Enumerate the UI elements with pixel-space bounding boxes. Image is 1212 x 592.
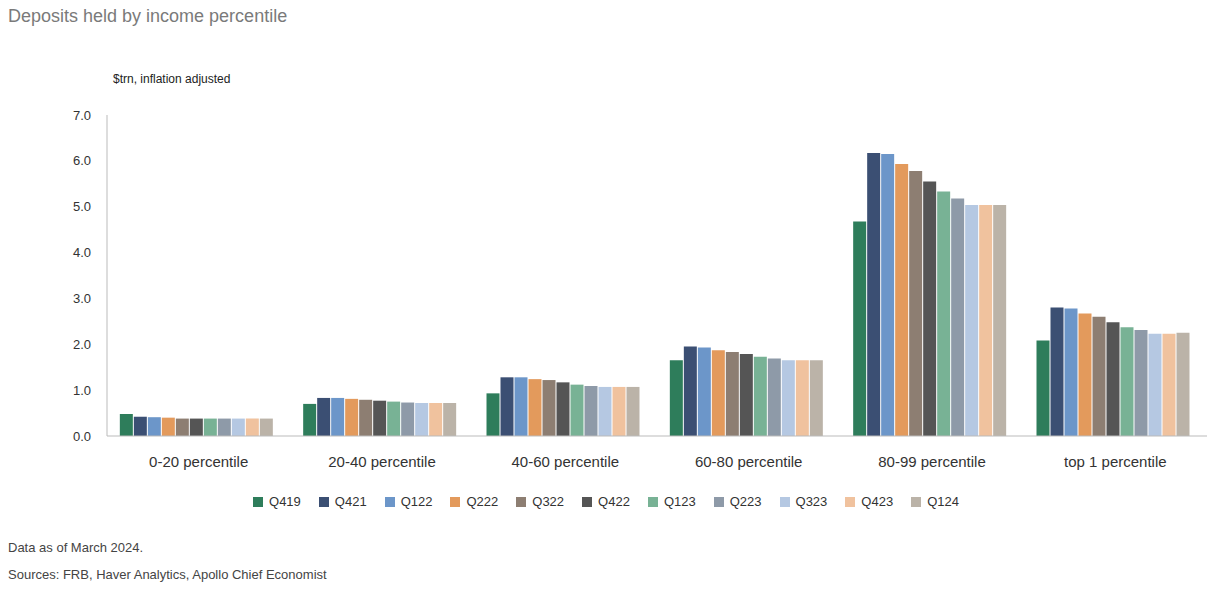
svg-text:80-99 percentile: 80-99 percentile — [878, 453, 986, 470]
svg-text:0-20 percentile: 0-20 percentile — [149, 453, 248, 470]
html-text:Q421: Q421 — [334, 494, 367, 509]
svg-text:4.0: 4.0 — [73, 245, 91, 260]
svg-text:1.0: 1.0 — [73, 383, 91, 398]
svg-text:3.0: 3.0 — [73, 291, 91, 306]
html-text:Q122: Q122 — [400, 494, 433, 509]
html-text:$trn, inflation adjusted: $trn, inflation adjusted — [113, 72, 231, 86]
html-text:Q419: Q419 — [269, 494, 301, 509]
svg-text:0.0: 0.0 — [73, 429, 91, 444]
html-text:Q222: Q222 — [466, 494, 499, 509]
svg-text:40-60 percentile: 40-60 percentile — [512, 453, 620, 470]
svg-text:5.0: 5.0 — [73, 199, 91, 214]
html-text:Deposits held by income percen: Deposits held by income percentile — [8, 6, 288, 26]
html-text:Q123: Q123 — [663, 494, 696, 509]
html-text:Q223: Q223 — [729, 494, 762, 509]
html-text:Q124: Q124 — [927, 494, 959, 509]
svg-text:2.0: 2.0 — [73, 337, 91, 352]
svg-text:20-40 percentile: 20-40 percentile — [328, 453, 436, 470]
html-text:Q322: Q322 — [532, 494, 565, 509]
html-text:Q323: Q323 — [795, 494, 828, 509]
svg-text:7.0: 7.0 — [73, 108, 91, 123]
html-text:Sources: FRB, Haver Analytics,: Sources: FRB, Haver Analytics, Apollo Ch… — [8, 567, 327, 582]
svg-text:6.0: 6.0 — [73, 153, 91, 168]
svg-text:60-80 percentile: 60-80 percentile — [695, 453, 803, 470]
html-text:Data as of March 2024.: Data as of March 2024. — [8, 540, 144, 555]
html-text:Q422: Q422 — [598, 494, 630, 509]
html-text:Q423: Q423 — [861, 494, 894, 509]
svg-text:top 1 percentile: top 1 percentile — [1064, 453, 1167, 470]
